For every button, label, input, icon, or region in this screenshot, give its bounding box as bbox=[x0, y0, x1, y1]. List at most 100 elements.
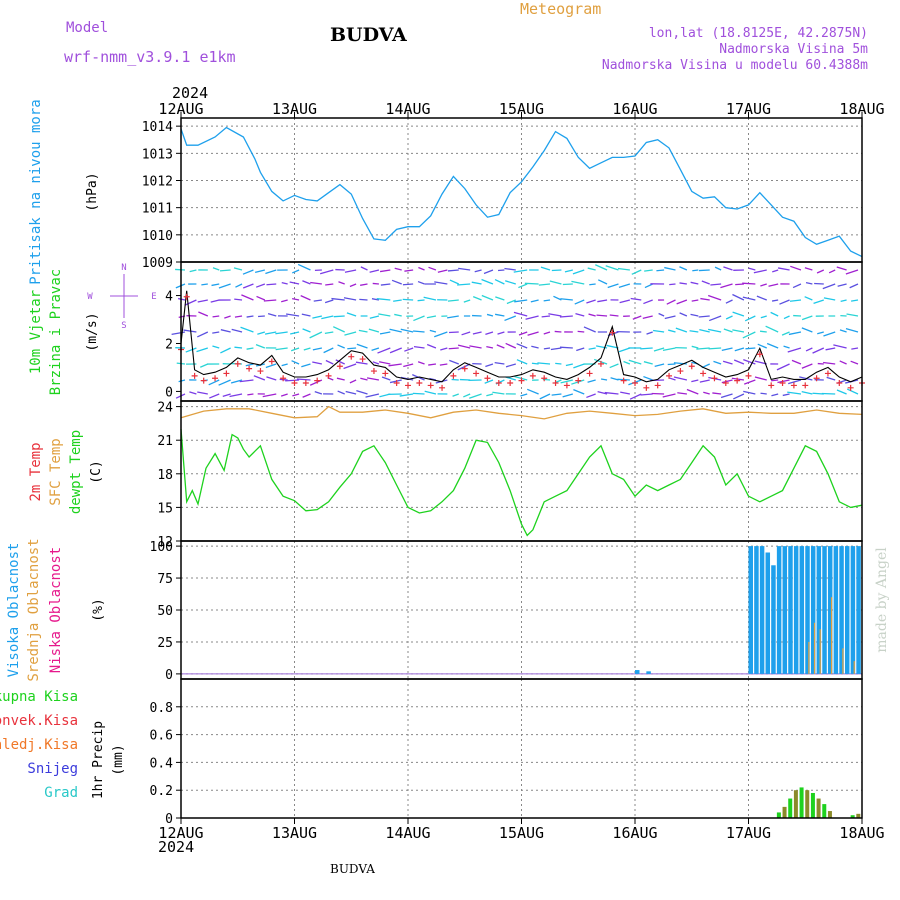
wind-arrow bbox=[788, 331, 802, 336]
wind-arrow bbox=[587, 379, 596, 383]
wind-arrow bbox=[289, 281, 300, 285]
wind-arrow bbox=[376, 298, 391, 301]
precip-ylabel: 1hr Precip bbox=[91, 721, 106, 799]
wind-arrow bbox=[324, 299, 334, 304]
wind-arrow bbox=[457, 363, 471, 371]
wind-arrow bbox=[337, 344, 345, 349]
wind-arrow bbox=[196, 331, 209, 338]
wind-arrow bbox=[266, 283, 277, 286]
wind-arrow bbox=[231, 328, 243, 333]
wind-arrow bbox=[782, 393, 790, 397]
wind-arrow bbox=[400, 328, 414, 333]
wind-arrow bbox=[771, 299, 779, 302]
wind-arrow bbox=[653, 329, 665, 333]
wind-arrow bbox=[699, 379, 710, 383]
wind-arrow bbox=[239, 379, 254, 383]
wind-arrow bbox=[281, 299, 288, 303]
wind-gust-marker bbox=[212, 375, 219, 382]
wind-arrow bbox=[617, 267, 630, 271]
wind-arrow bbox=[690, 313, 699, 317]
wind-arrow bbox=[788, 379, 802, 385]
wind-gust-marker bbox=[711, 375, 718, 382]
wind-gust-marker bbox=[836, 380, 843, 387]
wind-arrow bbox=[378, 313, 391, 317]
wind-arrow bbox=[781, 331, 790, 336]
wind-arrow bbox=[851, 299, 859, 302]
wind-arrow bbox=[514, 299, 528, 303]
wind-arrow bbox=[742, 296, 756, 301]
cloud-high-bar bbox=[754, 546, 759, 674]
wind-arrow bbox=[472, 296, 482, 301]
wind-arrow bbox=[494, 313, 505, 317]
precip-bar bbox=[799, 787, 804, 818]
wind-gust-marker bbox=[813, 375, 820, 382]
wind-arrow bbox=[291, 360, 300, 365]
wind-arrow bbox=[229, 393, 243, 398]
wind-arrow bbox=[543, 331, 551, 335]
wind-arrow bbox=[494, 278, 505, 285]
wind-gust-marker bbox=[280, 375, 287, 382]
x-tick-label-bottom: 17AUG bbox=[726, 824, 771, 842]
wind-arrow bbox=[825, 347, 836, 351]
wind-arrow bbox=[543, 347, 551, 350]
wind-arrow bbox=[257, 331, 266, 335]
wind-arrow bbox=[434, 331, 448, 338]
y-tick-label: 75 bbox=[157, 572, 173, 587]
wind-arrow bbox=[302, 393, 311, 398]
x-tick-label-bottom: 16AUG bbox=[612, 824, 657, 842]
wind-arrow bbox=[196, 347, 209, 353]
wind-arrow bbox=[212, 345, 220, 349]
wind-arrow bbox=[281, 363, 288, 367]
wind-arrow bbox=[301, 363, 311, 368]
wind-arrow bbox=[712, 392, 722, 395]
wind-arrow bbox=[337, 390, 345, 395]
cloud-high-bar bbox=[793, 546, 799, 674]
wind-arrow bbox=[486, 313, 494, 317]
wind-arrow bbox=[804, 267, 813, 271]
wind-arrow bbox=[428, 266, 437, 271]
wind-arrow bbox=[449, 279, 460, 285]
y-tick-label: 1014 bbox=[142, 120, 173, 135]
wind-arrow bbox=[666, 299, 676, 305]
wind-gust-marker bbox=[234, 360, 241, 367]
wind-arrow bbox=[495, 296, 505, 301]
wind-arrow bbox=[346, 312, 357, 317]
cloud-unit: (%) bbox=[91, 598, 106, 621]
wind-gust-marker bbox=[779, 380, 786, 387]
wind-gust-marker bbox=[200, 377, 207, 384]
wind-arrow bbox=[240, 326, 254, 333]
y-tick-label: 1012 bbox=[142, 174, 173, 189]
wind-arrow bbox=[549, 280, 562, 285]
wind-arrow bbox=[776, 363, 790, 371]
wind-gust-marker bbox=[246, 365, 253, 372]
wind-arrow bbox=[643, 361, 653, 365]
y-tick-label: 100 bbox=[150, 540, 173, 555]
wind-arrow bbox=[618, 347, 631, 353]
wind-arrow bbox=[721, 379, 733, 384]
wind-arrow bbox=[394, 313, 402, 317]
wind-arrow bbox=[447, 269, 459, 272]
wind-arrow bbox=[514, 375, 528, 381]
wind-arrow bbox=[708, 347, 722, 350]
wind-gust-marker bbox=[325, 372, 332, 379]
wind-gust-marker bbox=[643, 384, 650, 391]
wind-arrow bbox=[816, 269, 825, 274]
wind-arrow bbox=[481, 294, 494, 301]
wind-arrow bbox=[586, 299, 596, 304]
wind-gust-marker bbox=[405, 382, 411, 389]
wind-arrow bbox=[297, 263, 311, 271]
wind-arrow bbox=[527, 331, 539, 336]
wind-arrow bbox=[504, 267, 516, 271]
wind-arrow bbox=[828, 269, 836, 274]
wind-arrow bbox=[285, 379, 300, 382]
wind-arrow bbox=[426, 343, 437, 349]
wind-arrow bbox=[379, 269, 391, 273]
wind-arrow bbox=[699, 328, 710, 333]
wind-arrow bbox=[731, 377, 745, 381]
wind-arrow bbox=[676, 299, 688, 305]
wind-arrow bbox=[551, 393, 562, 396]
wind-arrow bbox=[371, 298, 380, 301]
wind-arrow bbox=[744, 315, 756, 322]
wind-arrow bbox=[699, 269, 710, 272]
wind-arrow bbox=[630, 297, 642, 301]
